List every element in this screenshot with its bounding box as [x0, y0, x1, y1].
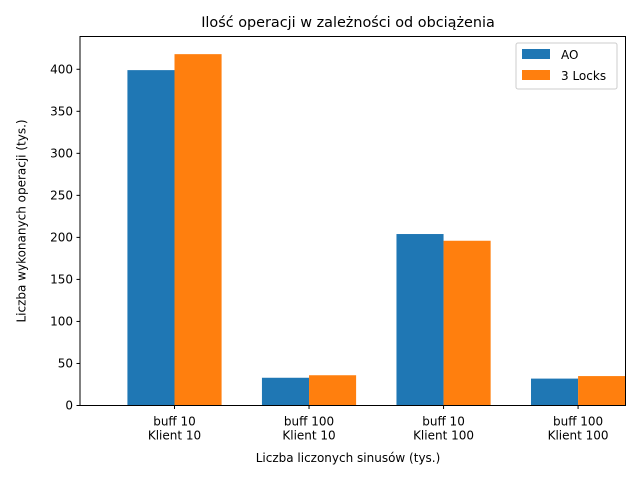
- x-tick-label: buff 10: [422, 415, 465, 429]
- y-tick-label: 0: [65, 399, 73, 413]
- bar-ao-0: [127, 70, 175, 406]
- bars: [127, 54, 626, 406]
- x-tick-label: buff 100: [553, 415, 603, 429]
- x-tick-label: Klient 10: [282, 429, 335, 443]
- bar-3-locks-2: [443, 240, 491, 406]
- y-tick-label: 400: [50, 62, 73, 76]
- legend-swatch-ao: [522, 49, 550, 59]
- legend-swatch-3-locks: [522, 70, 550, 80]
- legend-label-3-locks: 3 Locks: [561, 69, 606, 83]
- x-tick-label: buff 100: [284, 415, 334, 429]
- bar-3-locks-1: [309, 375, 357, 406]
- y-tick-label: 250: [50, 188, 73, 202]
- chart-title: Ilość operacji w zależności od obciążeni…: [201, 15, 495, 31]
- x-tick-label: Klient 10: [148, 429, 201, 443]
- y-tick-label: 350: [50, 104, 73, 118]
- axes: [79, 36, 626, 406]
- x-axis-label: Liczba liczonych sinusów (tys.): [256, 451, 441, 465]
- y-tick-label: 200: [50, 230, 73, 244]
- bar-ao-2: [396, 234, 444, 406]
- plot-frame: [79, 36, 626, 406]
- legend-label-ao: AO: [561, 48, 578, 62]
- y-axis-label: Liczba wykonanych operacji (tys.): [15, 119, 29, 322]
- x-tick-label: Klient 100: [548, 429, 609, 443]
- bar-ao-1: [261, 377, 310, 406]
- y-tick-label: 50: [58, 356, 73, 370]
- bar-ao-3: [530, 378, 579, 406]
- x-tick-label: buff 10: [153, 415, 196, 429]
- x-tick-label: Klient 100: [413, 429, 474, 443]
- bar-3-locks-3: [578, 376, 626, 406]
- bar-3-locks-0: [174, 54, 222, 406]
- y-tick-label: 100: [50, 314, 73, 328]
- y-axis-ticks: 0 50 100 150 200 250 300 350 400: [50, 62, 80, 413]
- y-tick-label: 150: [50, 272, 73, 286]
- y-tick-label: 300: [50, 146, 73, 160]
- legend: AO 3 Locks: [515, 42, 618, 90]
